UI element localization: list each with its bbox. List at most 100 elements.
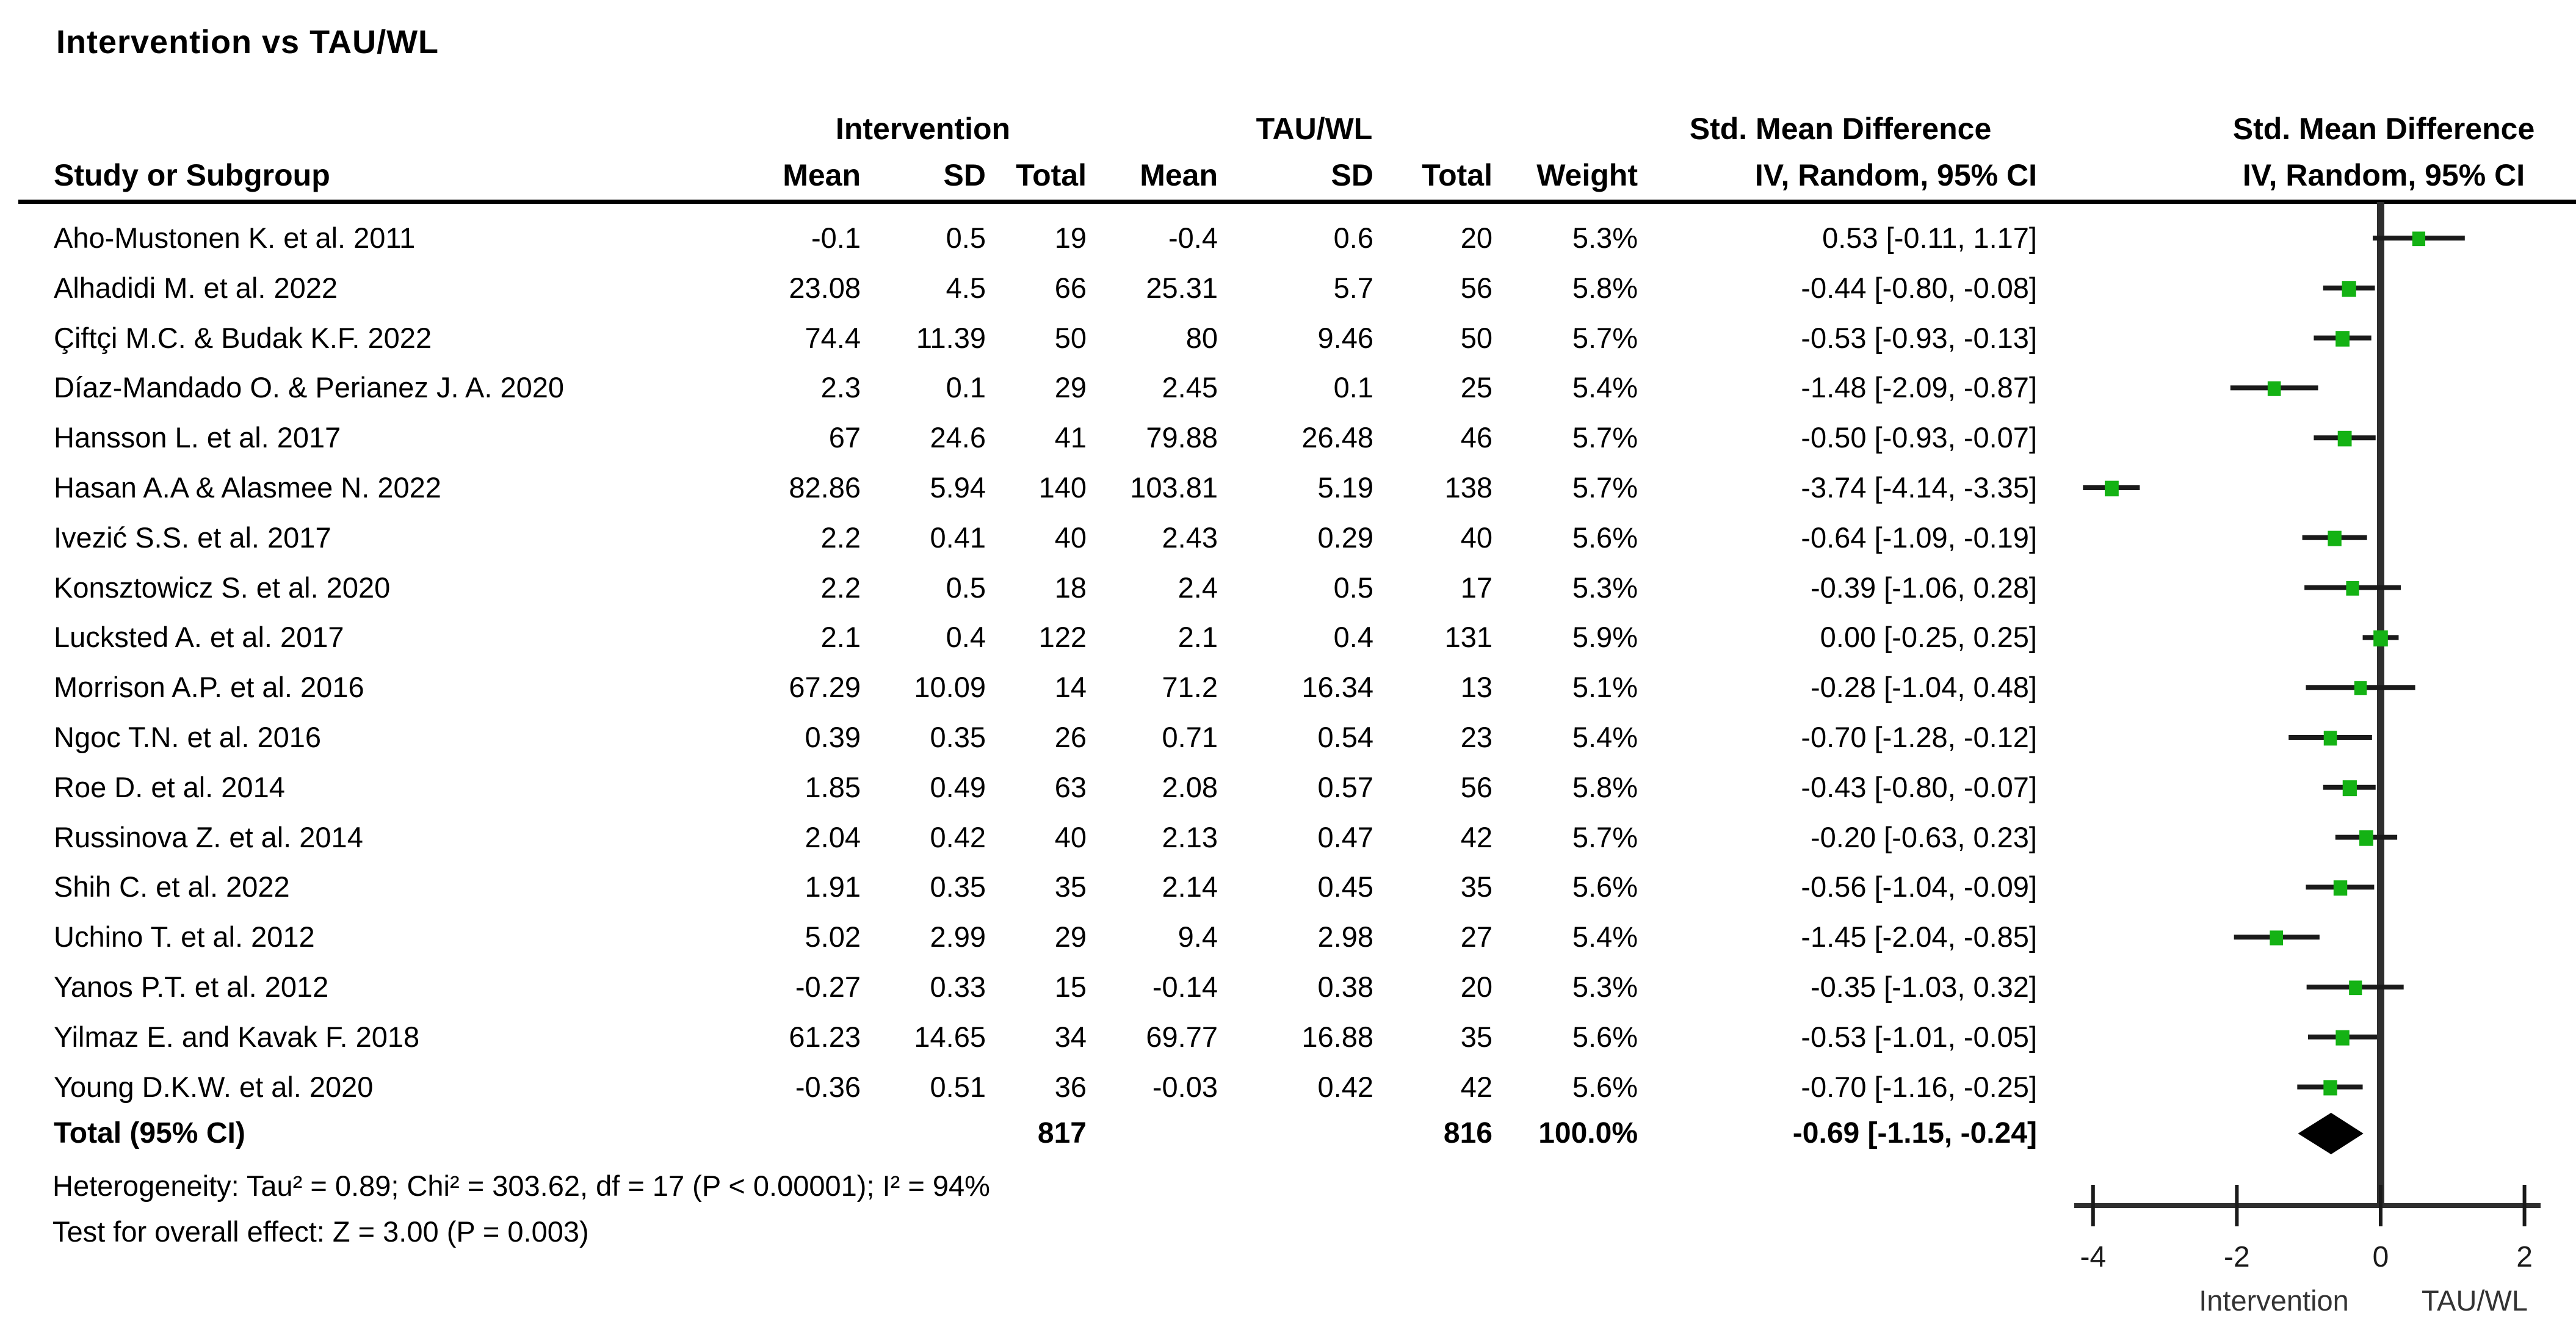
int-total: 140 [1038,471,1087,504]
tau-total: 40 [1460,521,1492,554]
int-total: 63 [1054,770,1087,803]
tau-sd: 16.88 [1301,1020,1373,1053]
weight: 5.7% [1572,471,1638,504]
tau-total: 20 [1460,971,1492,1003]
ci-text: 0.53 [-0.11, 1.17] [1822,222,2037,254]
tau-mean: 2.4 [1178,571,1218,604]
col-header-int-sd: SD [943,158,986,192]
study-row: Yanos P.T. et al. 2012 -0.27 0.33 15 -0.14 0.… [0,962,2576,1012]
weight: 5.3% [1572,571,1638,604]
ci-text: -1.48 [-2.09, -0.87] [1801,371,2037,404]
col-header-int-mean: Mean [783,158,861,192]
int-mean: 2.2 [820,521,861,554]
int-mean: 2.2 [820,571,861,604]
tau-mean: 80 [1185,321,1218,354]
study-name: Ivezić S.S. et al. 2017 [54,521,331,554]
weight: 5.7% [1572,421,1638,454]
ci-text: -0.43 [-0.80, -0.07] [1801,770,2037,803]
study-row: Çiftçi M.C. & Budak K.F. 2022 74.4 11.39 50… [0,313,2576,363]
ci-text: -0.53 [-1.01, -0.05] [1801,1020,2037,1053]
int-total: 14 [1054,671,1087,704]
tau-total: 20 [1460,222,1492,254]
tau-mean: 0.71 [1162,721,1218,753]
int-mean: 2.04 [805,820,861,853]
tau-sd: 5.19 [1317,471,1373,504]
int-mean: 67 [828,421,861,454]
int-mean: 61.23 [789,1020,861,1053]
tau-sd: 0.5 [1333,571,1373,604]
group-header-smd-text: Std. Mean Difference [1689,112,1992,146]
ci-text: -0.53 [-0.93, -0.13] [1801,321,2037,354]
weight: 5.6% [1572,1070,1638,1103]
x-tick-label: -2 [2224,1241,2250,1273]
weight: 5.8% [1572,770,1638,803]
int-sd: 0.35 [930,721,986,753]
int-sd: 0.4 [946,621,986,654]
ci-text: -0.70 [-1.28, -0.12] [1801,721,2037,753]
tau-sd: 9.46 [1317,321,1373,354]
int-sd: 0.5 [946,222,986,254]
int-mean: 1.91 [805,870,861,903]
tau-mean: 2.08 [1162,770,1218,803]
int-mean: 2.3 [820,371,861,404]
weight: 5.9% [1572,621,1638,654]
weight: 5.4% [1572,371,1638,404]
weight: 5.4% [1572,921,1638,953]
col-header-study: Study or Subgroup [54,158,330,192]
col-header-tau-sd: SD [1331,158,1373,192]
col-header-int-total: Total [1016,158,1087,192]
study-name: Yanos P.T. et al. 2012 [54,971,329,1003]
col-header-iv-random-text: IV, Random, 95% CI [1754,158,2037,192]
tau-mean: 2.1 [1178,621,1218,654]
weight: 5.3% [1572,222,1638,254]
tau-total: 17 [1460,571,1492,604]
ci-text: -1.45 [-2.04, -0.85] [1801,921,2037,953]
tau-total: 56 [1460,271,1492,304]
int-mean: -0.27 [795,971,861,1003]
tau-total: 35 [1460,870,1492,903]
overall-effect-line: Test for overall effect: Z = 3.00 (P = 0… [52,1215,589,1248]
effect-marker [2373,630,2388,647]
tau-mean: -0.14 [1152,971,1218,1003]
effect-marker [2412,231,2426,247]
int-sd: 0.41 [930,521,986,554]
tau-mean: 2.14 [1162,870,1218,903]
effect-marker [2359,830,2373,846]
ci-text: -0.35 [-1.03, 0.32] [1810,971,2037,1003]
axis-label-favours-tau-wl: TAU/WL [2422,1284,2528,1317]
study-name: Yilmaz E. and Kavak F. 2018 [54,1020,420,1053]
effect-marker [2267,381,2281,396]
ci-text: -0.20 [-0.63, 0.23] [1810,820,2037,853]
weight: 5.1% [1572,671,1638,704]
col-header-iv-random-plot: IV, Random, 95% CI [2242,158,2525,192]
int-total: 18 [1054,571,1087,604]
tau-sd: 5.7 [1333,271,1373,304]
ci-text: -0.44 [-0.80, -0.08] [1801,271,2037,304]
int-sd: 11.39 [916,321,986,354]
int-mean: 67.29 [789,671,861,704]
effect-marker [2105,480,2119,497]
tau-sd: 0.45 [1317,870,1373,903]
effect-marker [2354,681,2367,695]
ci-text: -0.39 [-1.06, 0.28] [1810,571,2037,604]
study-name: Ngoc T.N. et al. 2016 [54,721,322,753]
tau-total: 27 [1460,921,1492,953]
study-name: Russinova Z. et al. 2014 [54,820,363,853]
int-sd: 0.42 [930,820,986,853]
int-mean: -0.36 [795,1070,861,1103]
int-mean: 74.4 [805,321,861,354]
effect-marker [2328,530,2342,546]
int-sd: 5.94 [930,471,986,504]
int-total: 40 [1054,521,1087,554]
int-mean: 1.85 [805,770,861,803]
total-weight: 100.0% [1538,1117,1638,1149]
tau-mean: -0.4 [1168,222,1218,254]
effect-marker [2342,780,2357,797]
weight: 5.6% [1572,521,1638,554]
effect-marker [2349,980,2362,996]
total-tau-total: 816 [1443,1117,1492,1149]
study-row: Lucksted A. et al. 2017 2.1 0.4 122 2.1 0.4 13… [0,612,2576,662]
int-mean: 23.08 [789,271,861,304]
group-header-smd-plot: Std. Mean Difference [2232,112,2535,146]
study-row: Ngoc T.N. et al. 2016 0.39 0.35 26 0.71 0.54 2… [0,712,2576,762]
